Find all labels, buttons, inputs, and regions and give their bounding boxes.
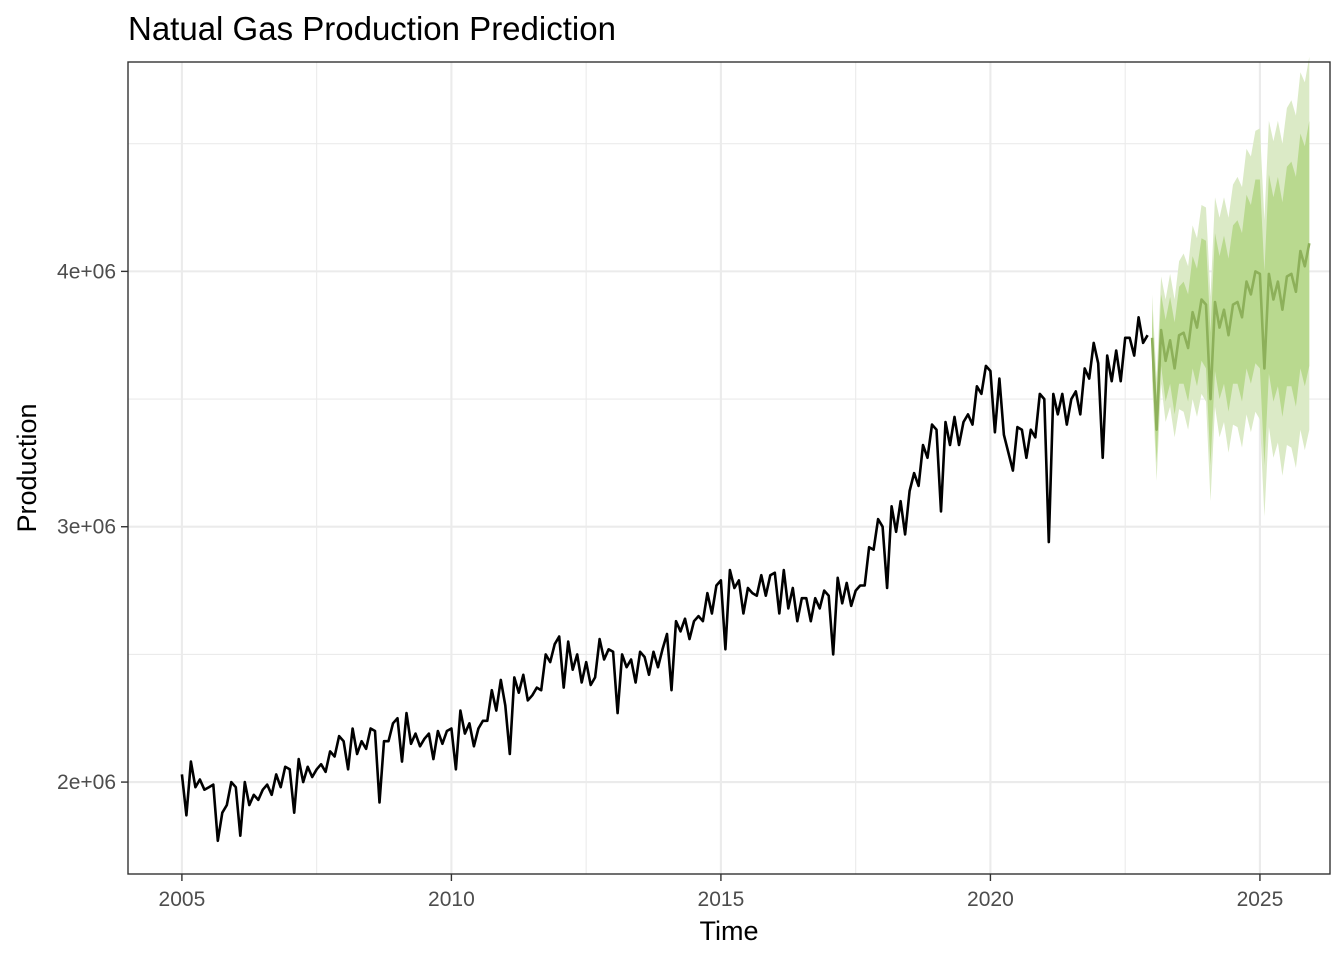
y-axis: 2e+06 3e+06 4e+06 (57, 260, 128, 794)
y-tick-label: 4e+06 (57, 260, 116, 283)
x-tick-label: 2025 (1237, 888, 1284, 911)
y-tick-label: 2e+06 (57, 771, 116, 794)
x-tick-label: 2005 (159, 888, 206, 911)
x-tick-label: 2015 (698, 888, 745, 911)
series-lines (180, 243, 1311, 843)
y-tick-label: 3e+06 (57, 516, 116, 539)
panel-border (127, 61, 1331, 875)
observed-series-line (180, 315, 1149, 843)
forecast-interval-80 (1152, 120, 1310, 466)
x-tick-label: 2020 (967, 888, 1014, 911)
y-axis-title: Production (12, 403, 42, 532)
x-axis: 2005 2010 2015 2020 2025 (159, 874, 1284, 911)
x-tick-label: 2010 (428, 888, 475, 911)
forecast-mean-line (1150, 243, 1311, 432)
band-80-area (1152, 120, 1310, 466)
grid-lines (128, 62, 1330, 874)
x-axis-title: Time (700, 916, 759, 946)
chart-title: Natual Gas Production Prediction (128, 10, 616, 47)
